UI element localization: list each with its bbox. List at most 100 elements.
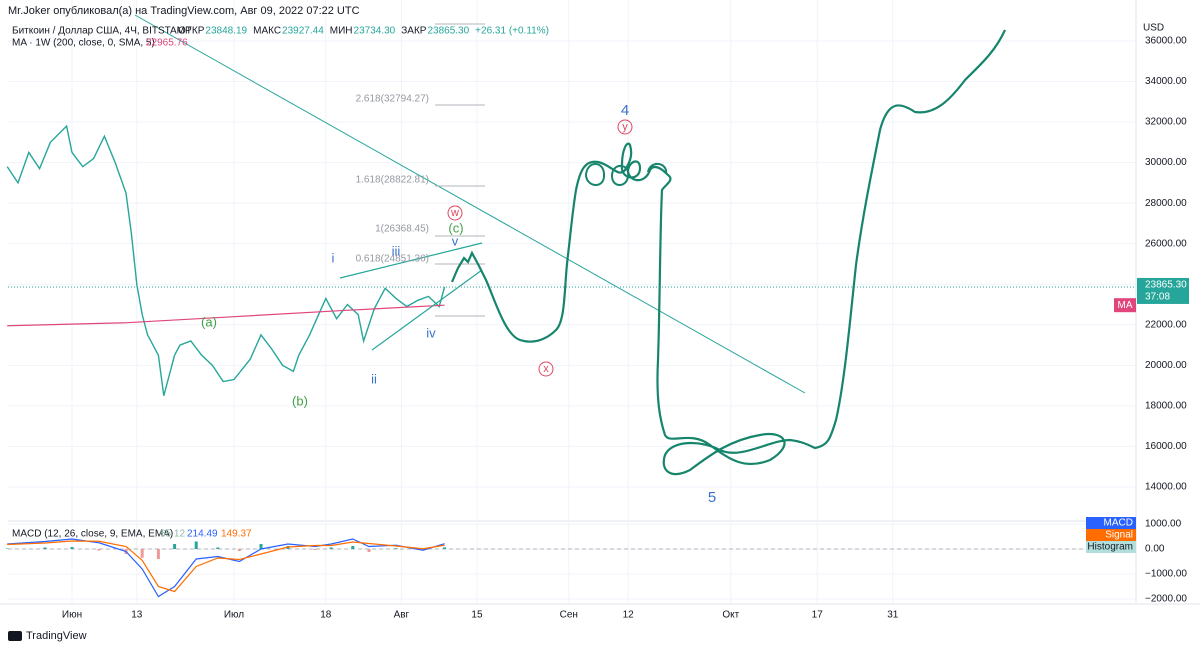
ohlc-label: ОТКР <box>178 26 205 37</box>
histogram-bar <box>313 549 317 550</box>
wave-label: 4 <box>621 102 629 119</box>
countdown: 37:08 <box>1145 292 1170 303</box>
y-tick-label: 36000.00 <box>1145 36 1187 47</box>
x-tick-label: 31 <box>887 610 899 621</box>
ohlc-label: ЗАКР <box>401 26 427 37</box>
hand-drawn-loops <box>584 163 668 186</box>
ohlc-label: МИН <box>330 26 353 37</box>
ohlc-value: 23927.44 <box>282 26 324 37</box>
ohlc-value: 23848.19 <box>205 26 247 37</box>
wave-label: ii <box>371 371 377 386</box>
histogram-bar <box>216 547 220 549</box>
ohlc-value: 23865.30 <box>427 26 469 37</box>
drawings <box>134 14 1007 476</box>
wave-label: (a) <box>201 314 217 329</box>
price-line <box>7 540 445 593</box>
publisher: Mr.Joker опубликовал(а) на TradingView.c… <box>8 5 360 17</box>
y-tick-label: 16000.00 <box>1145 441 1187 452</box>
price-tag-text: 23865.30 <box>1145 280 1187 291</box>
ohlc-value: 23734.30 <box>354 26 396 37</box>
y-tick-label: 22000.00 <box>1145 319 1187 330</box>
wave-circle <box>447 205 463 221</box>
histogram-bar <box>140 549 144 558</box>
y-tick-label: 20000.00 <box>1145 360 1187 371</box>
y-tick-label: 18000.00 <box>1145 401 1187 412</box>
fib-label: 1.618(28822.81) <box>356 175 429 186</box>
wave-label: iii <box>392 243 401 258</box>
ma-value: 22965.76 <box>146 38 188 49</box>
histogram-bar <box>259 544 263 549</box>
symbol: Биткоин / Доллар США, 4Ч, BITSTAMP <box>12 26 192 37</box>
trend-line <box>134 14 806 394</box>
x-tick-label: 18 <box>320 610 332 621</box>
footer-text: TradingView <box>26 630 87 642</box>
wave-label: 5 <box>708 489 716 506</box>
y-tick-label: 26000.00 <box>1145 238 1187 249</box>
fib-label: 1(26368.45) <box>375 224 429 235</box>
macd-value: 214.49 <box>187 529 218 540</box>
histogram-bar <box>443 547 447 549</box>
x-tick-label: Сен <box>560 610 578 621</box>
fib-label: 2.618(32794.27) <box>356 94 429 105</box>
histogram-bar <box>367 549 371 552</box>
wedge-line <box>339 242 483 279</box>
histogram-bar <box>173 544 177 549</box>
x-tick-label: Авг <box>394 610 410 621</box>
legend-tag-text: Histogram <box>1087 542 1133 553</box>
change: +26.31 (+0.11%) <box>475 26 549 37</box>
legend-tag <box>1086 529 1136 541</box>
histogram-bar <box>351 546 355 549</box>
y-tick-label: 30000.00 <box>1145 157 1187 168</box>
x-tick-label: 12 <box>623 610 635 621</box>
y-tick-label: −2000.00 <box>1145 594 1187 605</box>
x-tick-label: 13 <box>131 610 143 621</box>
y-tick-label: 14000.00 <box>1145 482 1187 493</box>
histogram-bar <box>156 549 160 559</box>
histogram-bar <box>194 541 198 549</box>
ma-tag <box>1114 298 1136 313</box>
y-tick-label: −1000.00 <box>1145 569 1187 580</box>
histogram-bar <box>43 547 47 549</box>
wedge-line <box>371 269 483 351</box>
price-tag <box>1137 277 1189 304</box>
price-line <box>6 124 446 396</box>
wave-label: x <box>543 363 549 375</box>
histogram-bar <box>97 549 101 551</box>
wave-label: v <box>452 233 459 248</box>
x-tick-label: 15 <box>471 610 483 621</box>
price-line <box>7 304 445 327</box>
wave-circle <box>538 361 554 377</box>
ohlc-label: МАКС <box>253 26 281 37</box>
logo <box>8 631 22 641</box>
y-tick-label: 34000.00 <box>1145 76 1187 87</box>
fib-labels: 2.618(32794.27) 1.618(28822.81) 1(26368.… <box>356 94 429 265</box>
legend-tag-text: MACD <box>1104 518 1133 529</box>
x-tick-label: Окт <box>722 610 739 621</box>
x-tick-label: 17 <box>812 610 824 621</box>
macd-title: MACD (12, 26, close, 9, EMA, EMA) <box>12 529 173 540</box>
wave-circle <box>617 119 633 135</box>
currency: USD <box>1143 23 1164 34</box>
legend-tag <box>1086 541 1136 553</box>
ohlc: ОТКР 23848.19 МАКС 23927.44 МИН 23734.30 ЗАКР 2… <box>178 26 549 37</box>
wave-label: i <box>332 250 335 265</box>
footer: TradingView <box>8 630 87 642</box>
legend-tag-text: Signal <box>1105 530 1133 541</box>
wave-label: (b) <box>292 393 308 408</box>
wave-label: iv <box>426 325 436 340</box>
wave-labels: 4 y w (c) v iii i (a) (b) ii iv x 5 <box>201 102 716 506</box>
wave-label: y <box>622 121 628 133</box>
hand-drawn-path <box>450 29 1007 476</box>
x-tick-label: Июл <box>224 610 244 621</box>
legend-tag <box>1086 517 1136 529</box>
macd-value: 149.37 <box>221 529 252 540</box>
histogram-bar <box>5 548 9 549</box>
histogram-bar <box>394 548 398 549</box>
histogram-bar <box>237 549 241 551</box>
plot <box>5 0 1135 603</box>
y-tick-label: 0.00 <box>1145 544 1165 555</box>
ma-tag-text: MA <box>1118 300 1133 311</box>
x-tick-label: Июн <box>62 610 82 621</box>
y-tick-label: 1000.00 <box>1145 519 1182 530</box>
